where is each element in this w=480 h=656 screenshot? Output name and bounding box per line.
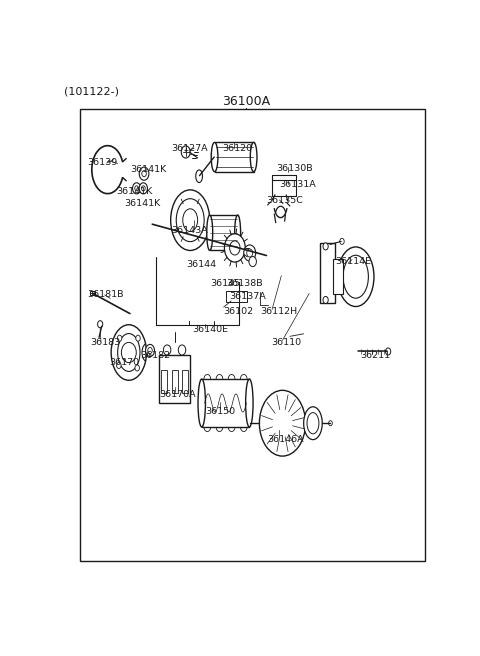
- Circle shape: [118, 335, 122, 341]
- Bar: [215, 142, 253, 172]
- Circle shape: [181, 146, 190, 158]
- Ellipse shape: [246, 379, 253, 427]
- Ellipse shape: [171, 190, 210, 251]
- Circle shape: [148, 348, 152, 354]
- Ellipse shape: [111, 325, 146, 380]
- Text: 36130B: 36130B: [276, 164, 313, 173]
- Text: 36143A: 36143A: [171, 226, 208, 235]
- Text: 36100A: 36100A: [222, 95, 270, 108]
- Circle shape: [385, 348, 391, 355]
- Bar: [202, 379, 249, 427]
- Text: 36141K: 36141K: [116, 187, 152, 196]
- Circle shape: [132, 183, 141, 194]
- Bar: [90, 291, 95, 295]
- Circle shape: [142, 186, 145, 191]
- Circle shape: [247, 249, 252, 257]
- Ellipse shape: [183, 209, 198, 232]
- Text: 36170A: 36170A: [160, 390, 196, 399]
- Text: 36114E: 36114E: [335, 257, 372, 266]
- Text: 36141K: 36141K: [131, 165, 167, 174]
- Circle shape: [121, 342, 136, 363]
- Circle shape: [178, 345, 186, 355]
- Bar: [321, 243, 335, 304]
- Text: 36181B: 36181B: [87, 291, 123, 299]
- Bar: [172, 370, 178, 393]
- Circle shape: [329, 420, 332, 426]
- Bar: [210, 215, 238, 251]
- Circle shape: [163, 345, 171, 355]
- Text: 36110: 36110: [271, 338, 301, 347]
- Circle shape: [135, 365, 139, 371]
- Text: 36120: 36120: [222, 144, 252, 153]
- Ellipse shape: [235, 215, 240, 251]
- Text: 36135C: 36135C: [266, 196, 303, 205]
- Text: 36140E: 36140E: [192, 325, 228, 335]
- Ellipse shape: [176, 199, 204, 241]
- Bar: [161, 370, 167, 393]
- Circle shape: [323, 243, 328, 250]
- Circle shape: [135, 186, 139, 191]
- Circle shape: [139, 167, 149, 180]
- Circle shape: [142, 171, 146, 176]
- Text: (101122-): (101122-): [64, 87, 119, 96]
- Circle shape: [249, 256, 256, 266]
- Text: 36141K: 36141K: [124, 199, 160, 209]
- Text: 36145: 36145: [211, 279, 241, 288]
- Circle shape: [229, 241, 240, 255]
- Circle shape: [244, 245, 256, 261]
- Text: 36183: 36183: [91, 338, 121, 347]
- Bar: [226, 291, 247, 302]
- Text: 36139: 36139: [87, 157, 117, 167]
- Ellipse shape: [207, 215, 213, 251]
- Bar: [272, 180, 296, 196]
- Circle shape: [323, 297, 328, 304]
- Ellipse shape: [198, 379, 205, 427]
- Ellipse shape: [250, 142, 257, 172]
- Text: 36150: 36150: [205, 407, 235, 416]
- Text: 36144: 36144: [186, 260, 216, 268]
- Circle shape: [136, 335, 140, 341]
- Text: 36146A: 36146A: [267, 436, 304, 444]
- Bar: [159, 355, 190, 403]
- Circle shape: [117, 363, 121, 369]
- Circle shape: [145, 344, 155, 357]
- Circle shape: [225, 234, 245, 262]
- Circle shape: [340, 238, 344, 245]
- Text: 36112H: 36112H: [260, 306, 297, 316]
- Bar: [334, 258, 343, 294]
- Circle shape: [97, 321, 103, 328]
- Ellipse shape: [337, 247, 374, 306]
- Text: 36182: 36182: [140, 351, 170, 360]
- Text: 36211: 36211: [360, 351, 391, 360]
- Text: 36102: 36102: [224, 306, 254, 316]
- Text: 36138B: 36138B: [227, 279, 264, 288]
- Bar: [81, 109, 425, 561]
- Circle shape: [139, 183, 147, 194]
- Ellipse shape: [259, 390, 306, 456]
- Ellipse shape: [211, 142, 218, 172]
- Ellipse shape: [304, 407, 322, 440]
- Text: 36170: 36170: [109, 358, 139, 367]
- Text: 36131A: 36131A: [279, 180, 316, 190]
- Text: 36127A: 36127A: [171, 144, 207, 153]
- Ellipse shape: [196, 170, 203, 182]
- Bar: [182, 370, 188, 393]
- Text: 36137A: 36137A: [229, 293, 266, 301]
